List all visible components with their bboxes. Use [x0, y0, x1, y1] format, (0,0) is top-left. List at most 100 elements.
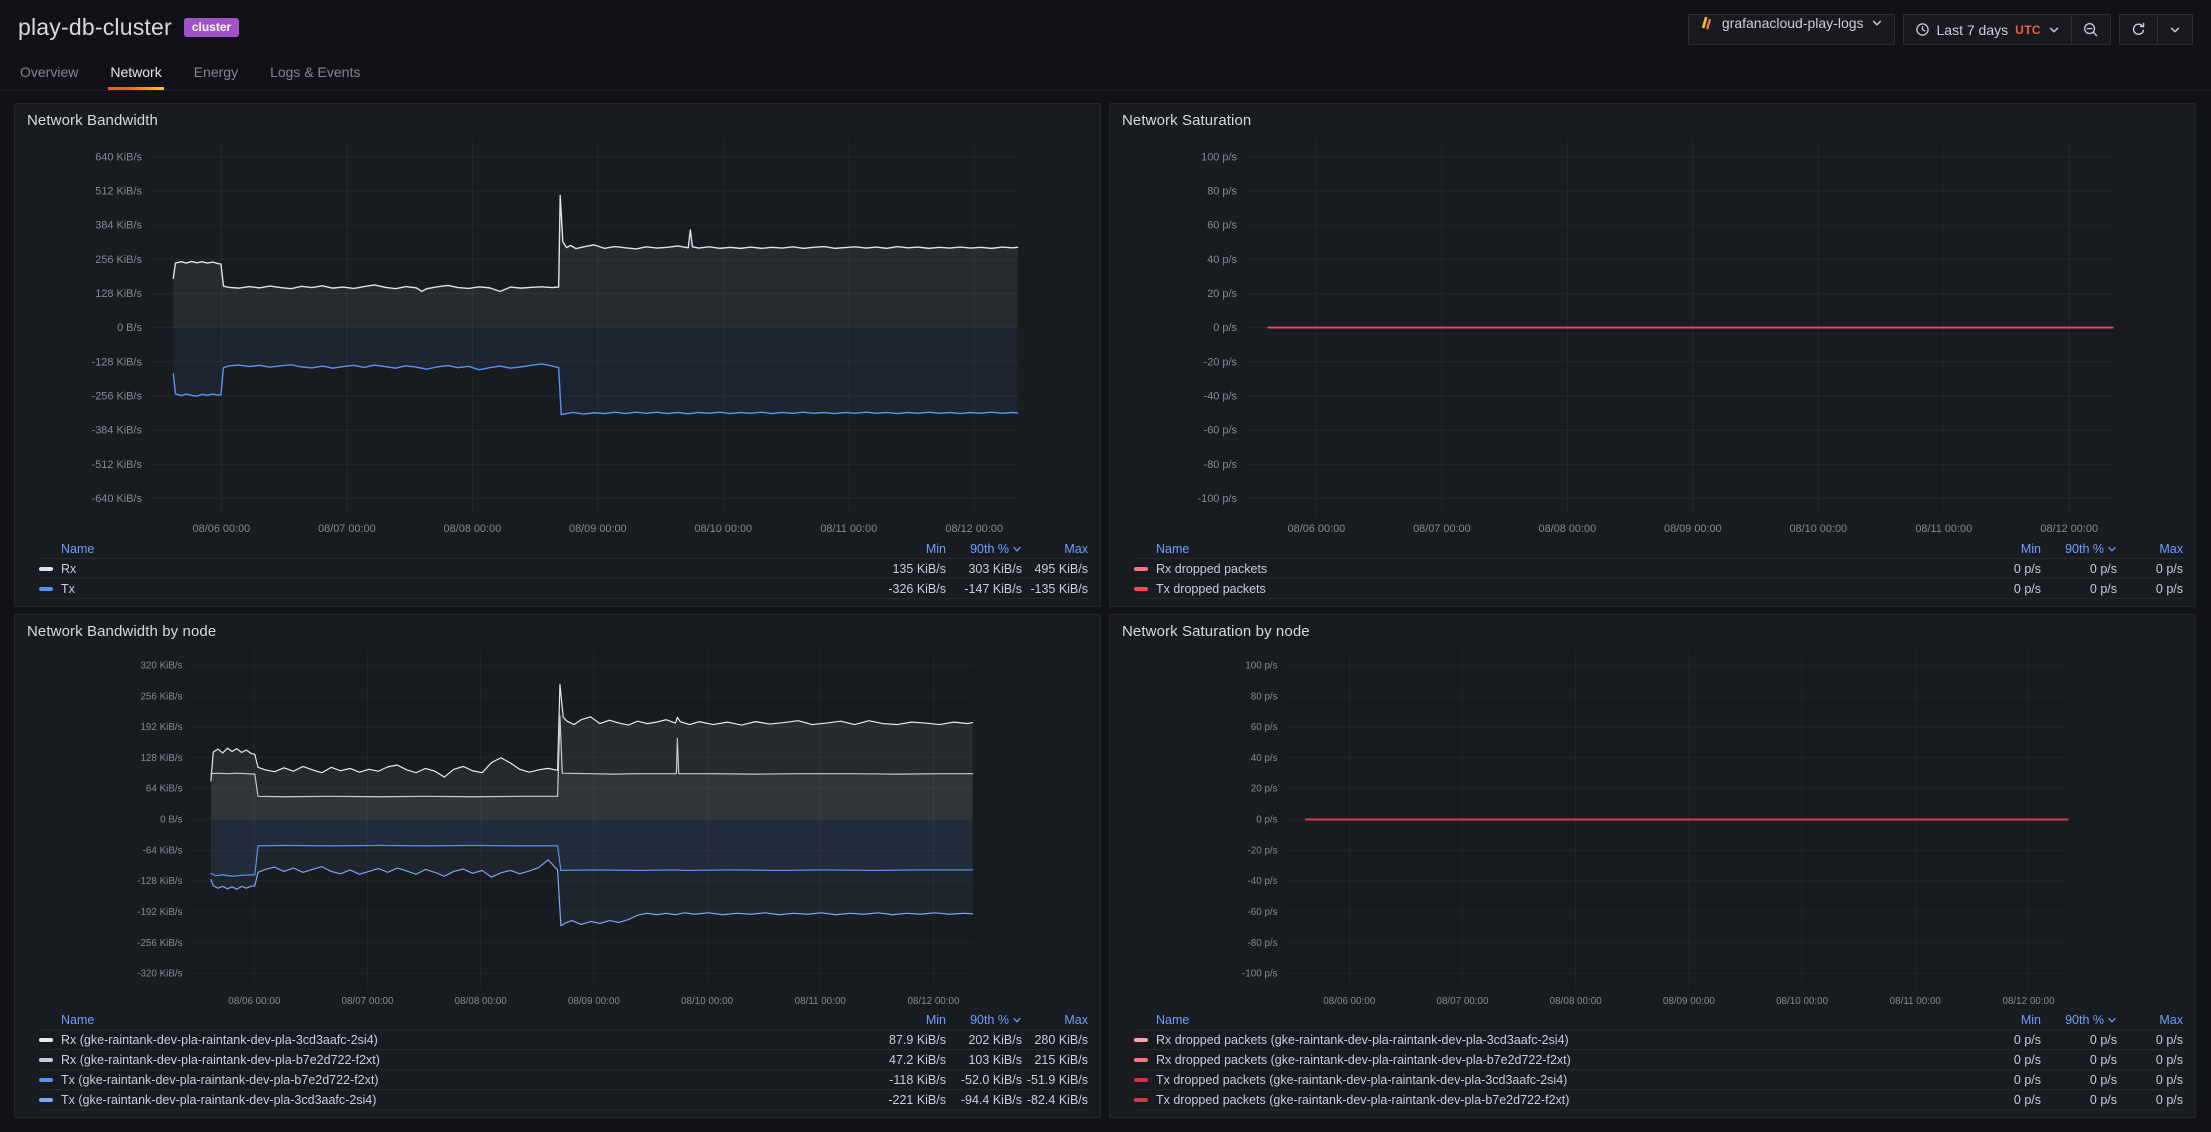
legend-column-min[interactable]: Min: [925, 542, 946, 556]
datasource-picker[interactable]: grafanacloud-play-logs: [1689, 15, 1894, 31]
legend-value: 103 KiB/s: [968, 1052, 1022, 1067]
svg-text:320 KiB/s: 320 KiB/s: [140, 660, 182, 671]
panel-header[interactable]: Network Saturation by node: [1110, 615, 2195, 642]
tab-network[interactable]: Network: [108, 56, 165, 90]
tab-logs-events[interactable]: Logs & Events: [268, 56, 362, 90]
legend-column-max[interactable]: Max: [1064, 1013, 1088, 1027]
legend-value: 87.9 KiB/s: [889, 1032, 946, 1047]
chevron-down-icon: [2048, 24, 2060, 36]
svg-text:08/07 00:00: 08/07 00:00: [1413, 523, 1471, 535]
svg-text:-192 KiB/s: -192 KiB/s: [137, 907, 182, 918]
svg-text:640 KiB/s: 640 KiB/s: [95, 151, 142, 163]
legend-column-90th[interactable]: 90th %: [946, 542, 1022, 556]
legend-column-name[interactable]: Name: [61, 1013, 95, 1027]
legend-value: 303 KiB/s: [968, 561, 1022, 576]
legend-value: -326 KiB/s: [888, 581, 946, 596]
svg-text:-640 KiB/s: -640 KiB/s: [92, 493, 143, 505]
svg-text:-60 p/s: -60 p/s: [1204, 425, 1238, 437]
refresh-button[interactable]: [2120, 15, 2157, 44]
series-color-swatch[interactable]: [1134, 566, 1148, 571]
series-color-swatch[interactable]: [1134, 586, 1148, 591]
series-color-swatch[interactable]: [1134, 1037, 1148, 1042]
network-saturation-by-node-chart[interactable]: 100 p/s 80 p/s 60 p/s 40 p/s 20 p/s 0 p/s -20 …: [1114, 642, 2191, 1011]
page-title: play-db-cluster: [18, 14, 172, 40]
svg-text:08/11 00:00: 08/11 00:00: [1915, 523, 1972, 535]
series-color-swatch[interactable]: [39, 586, 53, 591]
legend-value: 0 p/s: [2013, 1072, 2041, 1087]
legend-column-min[interactable]: Min: [2020, 1013, 2041, 1027]
panel-network-saturation-by-node: Network Saturation by node 100 p/s 80 p/s…: [1109, 614, 2196, 1118]
series-label[interactable]: Rx dropped packets (gke-raintank-dev-pla…: [1156, 1032, 1569, 1047]
tab-overview[interactable]: Overview: [18, 56, 80, 90]
series-color-swatch[interactable]: [39, 566, 53, 571]
sort-desc-icon: [2108, 546, 2116, 552]
svg-text:-320 KiB/s: -320 KiB/s: [137, 969, 182, 980]
series-color-swatch[interactable]: [1134, 1057, 1148, 1062]
svg-text:40 p/s: 40 p/s: [1251, 753, 1278, 764]
svg-text:08/11 00:00: 08/11 00:00: [795, 996, 847, 1007]
series-color-swatch[interactable]: [1134, 1097, 1148, 1102]
series-color-swatch[interactable]: [1134, 1077, 1148, 1082]
series-label[interactable]: Rx: [61, 561, 77, 576]
legend-header: Name Min 90th % Max: [39, 1011, 1088, 1030]
legend-column-min[interactable]: Min: [925, 1013, 946, 1027]
series-label[interactable]: Tx dropped packets (gke-raintank-dev-pla…: [1156, 1092, 1570, 1107]
series-label[interactable]: Rx dropped packets (gke-raintank-dev-pla…: [1156, 1052, 1571, 1067]
legend-column-name[interactable]: Name: [1156, 1013, 1190, 1027]
network-bandwidth-by-node-chart[interactable]: 320 KiB/s 256 KiB/s 192 KiB/s 128 KiB/s 64 K…: [19, 642, 1096, 1011]
svg-text:08/07 00:00: 08/07 00:00: [318, 523, 376, 535]
series-label[interactable]: Rx (gke-raintank-dev-pla-raintank-dev-pl…: [61, 1032, 378, 1047]
svg-text:08/09 00:00: 08/09 00:00: [1663, 996, 1716, 1007]
series-color-swatch[interactable]: [39, 1077, 53, 1082]
network-saturation-chart[interactable]: 100 p/s 80 p/s 60 p/s 40 p/s 20 p/s 0 p/s -20 …: [1114, 131, 2191, 540]
network-bandwidth-by-node-legend: Name Min 90th % Max Rx (gke-raintank-dev-pla…: [15, 1011, 1100, 1117]
legend-row: Tx dropped packets 0 p/s 0 p/s 0 p/s: [1134, 579, 2183, 599]
svg-text:08/12 00:00: 08/12 00:00: [2040, 523, 2098, 535]
legend-column-90th[interactable]: 90th %: [2041, 1013, 2117, 1027]
legend-value: -94.4 KiB/s: [960, 1092, 1022, 1107]
network-bandwidth-chart[interactable]: 640 KiB/s 512 KiB/s 384 KiB/s 256 KiB/s 128 …: [19, 131, 1096, 540]
series-label[interactable]: Rx (gke-raintank-dev-pla-raintank-dev-pl…: [61, 1052, 380, 1067]
legend-column-min[interactable]: Min: [2020, 542, 2041, 556]
panel-header[interactable]: Network Bandwidth by node: [15, 615, 1100, 642]
legend-column-90th[interactable]: 90th %: [946, 1013, 1022, 1027]
datasource-label: grafanacloud-play-logs: [1721, 15, 1864, 31]
series-color-swatch[interactable]: [39, 1097, 53, 1102]
loki-logo-icon: [1700, 16, 1715, 31]
timezone-label: UTC: [2015, 22, 2041, 37]
svg-text:-80 p/s: -80 p/s: [1204, 459, 1238, 471]
legend-column-max[interactable]: Max: [2159, 1013, 2183, 1027]
tab-energy[interactable]: Energy: [192, 56, 240, 90]
svg-text:60 p/s: 60 p/s: [1251, 722, 1278, 733]
legend-column-max[interactable]: Max: [2159, 542, 2183, 556]
refresh-interval-dropdown[interactable]: [2157, 15, 2192, 44]
legend-column-name[interactable]: Name: [61, 542, 95, 556]
svg-text:08/10 00:00: 08/10 00:00: [1789, 523, 1847, 535]
series-color-swatch[interactable]: [39, 1037, 53, 1042]
series-label[interactable]: Tx: [61, 581, 75, 596]
legend-column-max[interactable]: Max: [1064, 542, 1088, 556]
panel-network-bandwidth: Network Bandwidth 640 KiB/s 512 KiB/s 384 …: [14, 103, 1101, 607]
series-label[interactable]: Tx dropped packets: [1156, 581, 1266, 596]
time-range-picker[interactable]: Last 7 days UTC: [1904, 15, 2071, 44]
toolbar: grafanacloud-play-logs Last 7 days UTC: [1687, 14, 2193, 45]
series-label[interactable]: Tx dropped packets (gke-raintank-dev-pla…: [1156, 1072, 1568, 1087]
svg-text:80 p/s: 80 p/s: [1251, 691, 1278, 702]
panel-header[interactable]: Network Bandwidth: [15, 104, 1100, 131]
panel-header[interactable]: Network Saturation: [1110, 104, 2195, 131]
legend-value: 0 p/s: [2089, 1072, 2117, 1087]
series-label[interactable]: Tx (gke-raintank-dev-pla-raintank-dev-pl…: [61, 1072, 379, 1087]
legend-value: 135 KiB/s: [892, 561, 946, 576]
zoom-out-time-button[interactable]: [2071, 15, 2110, 44]
sort-desc-icon: [2108, 1017, 2116, 1023]
series-label[interactable]: Rx dropped packets: [1156, 561, 1268, 576]
legend-column-name[interactable]: Name: [1156, 542, 1190, 556]
legend-value: 0 p/s: [2013, 1032, 2041, 1047]
series-label[interactable]: Tx (gke-raintank-dev-pla-raintank-dev-pl…: [61, 1092, 377, 1107]
svg-text:08/12 00:00: 08/12 00:00: [945, 523, 1003, 535]
svg-text:256 KiB/s: 256 KiB/s: [140, 691, 182, 702]
chevron-down-icon: [1871, 17, 1883, 29]
series-color-swatch[interactable]: [39, 1057, 53, 1062]
legend-value: -147 KiB/s: [964, 581, 1022, 596]
legend-column-90th[interactable]: 90th %: [2041, 542, 2117, 556]
